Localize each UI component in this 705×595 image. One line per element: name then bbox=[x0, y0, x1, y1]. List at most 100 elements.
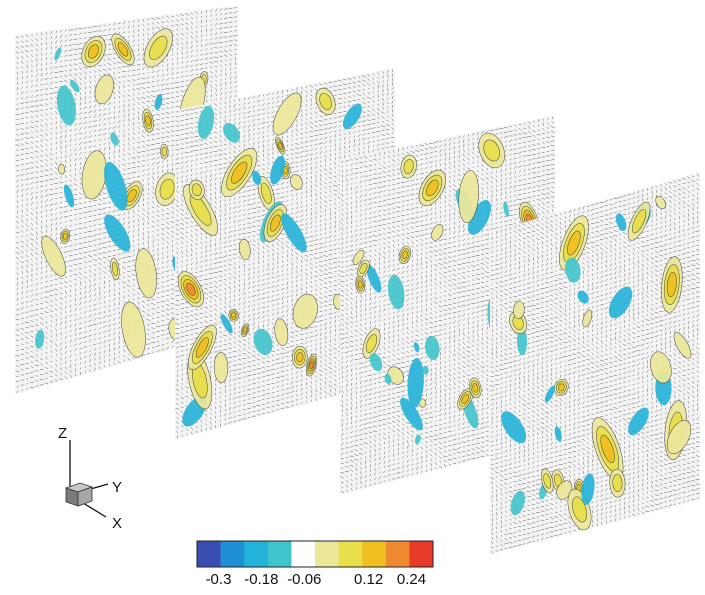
colorbar-swatch-1 bbox=[220, 541, 245, 567]
positive-contour bbox=[355, 275, 365, 294]
positive-contour bbox=[263, 204, 287, 242]
positive-contour bbox=[155, 172, 179, 206]
positive-contour bbox=[81, 35, 106, 68]
positive-contour bbox=[58, 163, 66, 175]
axis-triad: Z Y X bbox=[58, 425, 122, 532]
negative-contour bbox=[387, 274, 405, 310]
negative-contour bbox=[608, 286, 633, 319]
axis-cube-icon bbox=[64, 482, 94, 507]
positive-contour bbox=[241, 323, 250, 337]
colorbar-swatch-5 bbox=[315, 541, 339, 567]
positive-contour bbox=[666, 420, 692, 455]
positive-contour bbox=[142, 108, 154, 133]
positive-contour bbox=[609, 468, 626, 498]
negative-contour bbox=[414, 434, 421, 445]
negative-contour bbox=[577, 290, 589, 304]
negative-contour bbox=[223, 122, 240, 143]
colorbar-tick-label: 0.24 bbox=[397, 571, 426, 588]
positive-contour bbox=[121, 301, 146, 358]
negative-contour bbox=[544, 385, 555, 403]
positive-contour bbox=[400, 154, 417, 179]
positive-contour bbox=[655, 195, 666, 210]
positive-contour bbox=[627, 201, 651, 241]
colorbar-swatch-4 bbox=[291, 541, 316, 567]
positive-contour bbox=[160, 143, 169, 160]
negative-contour bbox=[503, 201, 509, 217]
positive-contour bbox=[111, 33, 135, 66]
negative-contour bbox=[252, 170, 262, 185]
positive-contour bbox=[41, 235, 66, 277]
negative-contour bbox=[253, 328, 273, 356]
negative-contour bbox=[501, 411, 527, 444]
negative-contour bbox=[69, 79, 80, 93]
positive-contour bbox=[177, 271, 204, 308]
negative-contour bbox=[369, 353, 383, 372]
colorbar-tick-label: -0.06 bbox=[287, 571, 321, 588]
positive-contour bbox=[418, 398, 427, 408]
colorbar-swatch-2 bbox=[244, 541, 269, 567]
negative-contour bbox=[342, 103, 362, 129]
negative-contour bbox=[56, 85, 76, 126]
positive-contour bbox=[582, 309, 593, 328]
positive-contour bbox=[457, 388, 474, 410]
colorbar-ticks: -0.3 -0.18 -0.06 0.12 0.24 bbox=[206, 571, 427, 588]
positive-contour bbox=[315, 87, 336, 115]
positive-contour bbox=[143, 28, 173, 68]
negative-contour bbox=[581, 473, 595, 505]
positive-contour bbox=[362, 328, 381, 359]
positive-contour bbox=[213, 352, 229, 383]
colorbar-swatch-7 bbox=[362, 541, 387, 567]
positive-contour bbox=[540, 468, 554, 494]
negative-contour bbox=[565, 257, 581, 283]
positive-contour bbox=[110, 257, 120, 281]
positive-contour bbox=[513, 301, 525, 319]
negative-contour bbox=[35, 329, 45, 349]
positive-contour bbox=[187, 324, 217, 371]
negative-contour bbox=[510, 490, 525, 516]
negative-contour bbox=[384, 373, 392, 385]
positive-contour bbox=[292, 293, 318, 329]
positive-contour bbox=[60, 228, 71, 244]
negative-contour bbox=[425, 335, 440, 360]
colorbar-tick-label: -0.18 bbox=[244, 571, 278, 588]
positive-contour bbox=[559, 215, 589, 271]
plane-4-blobs bbox=[501, 195, 692, 531]
negative-contour bbox=[104, 214, 131, 252]
z-axis-label: Z bbox=[58, 425, 67, 442]
colorbar-tick-label: 0.12 bbox=[354, 571, 383, 588]
y-axis-label: Y bbox=[112, 479, 122, 496]
negative-contour bbox=[628, 407, 649, 436]
colorbar-swatch-3 bbox=[267, 541, 292, 567]
positive-contour bbox=[458, 170, 479, 224]
negative-contour bbox=[422, 365, 429, 375]
negative-contour bbox=[154, 93, 163, 111]
positive-contour bbox=[357, 259, 370, 278]
positive-contour bbox=[650, 351, 672, 384]
positive-contour bbox=[431, 224, 444, 241]
plane-4-vector-field bbox=[490, 173, 700, 554]
colorbar: -0.3 -0.18 -0.06 0.12 0.24 bbox=[196, 540, 434, 588]
positive-contour bbox=[275, 136, 286, 155]
positive-contour bbox=[509, 311, 528, 335]
positive-contour bbox=[398, 245, 412, 265]
positive-contour bbox=[352, 249, 365, 265]
negative-contour bbox=[220, 314, 233, 334]
negative-contour bbox=[554, 426, 562, 442]
positive-contour bbox=[661, 256, 683, 313]
positive-contour bbox=[94, 74, 114, 105]
colorbar-tick-label: -0.3 bbox=[206, 571, 232, 588]
plane-2-blobs bbox=[177, 87, 384, 427]
positive-contour bbox=[228, 309, 239, 322]
colorbar-swatch-6 bbox=[338, 541, 363, 567]
negative-contour bbox=[413, 342, 420, 353]
positive-contour bbox=[553, 378, 569, 396]
plane-4 bbox=[490, 172, 700, 555]
negative-contour bbox=[516, 327, 528, 356]
positive-contour bbox=[306, 353, 318, 377]
positive-contour bbox=[591, 417, 624, 481]
negative-contour bbox=[104, 161, 128, 211]
negative-contour bbox=[615, 213, 627, 232]
positive-contour bbox=[290, 174, 303, 190]
positive-contour bbox=[188, 179, 205, 200]
plane-4-vectors bbox=[490, 173, 700, 554]
